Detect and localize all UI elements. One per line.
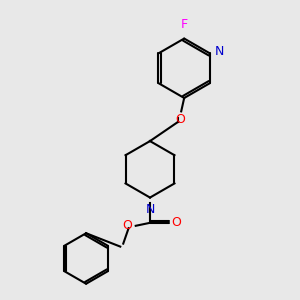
Text: N: N xyxy=(214,45,224,58)
Text: O: O xyxy=(175,113,185,126)
Text: N: N xyxy=(145,203,155,216)
Text: O: O xyxy=(172,216,182,229)
Text: F: F xyxy=(181,18,188,31)
Text: O: O xyxy=(122,219,132,232)
